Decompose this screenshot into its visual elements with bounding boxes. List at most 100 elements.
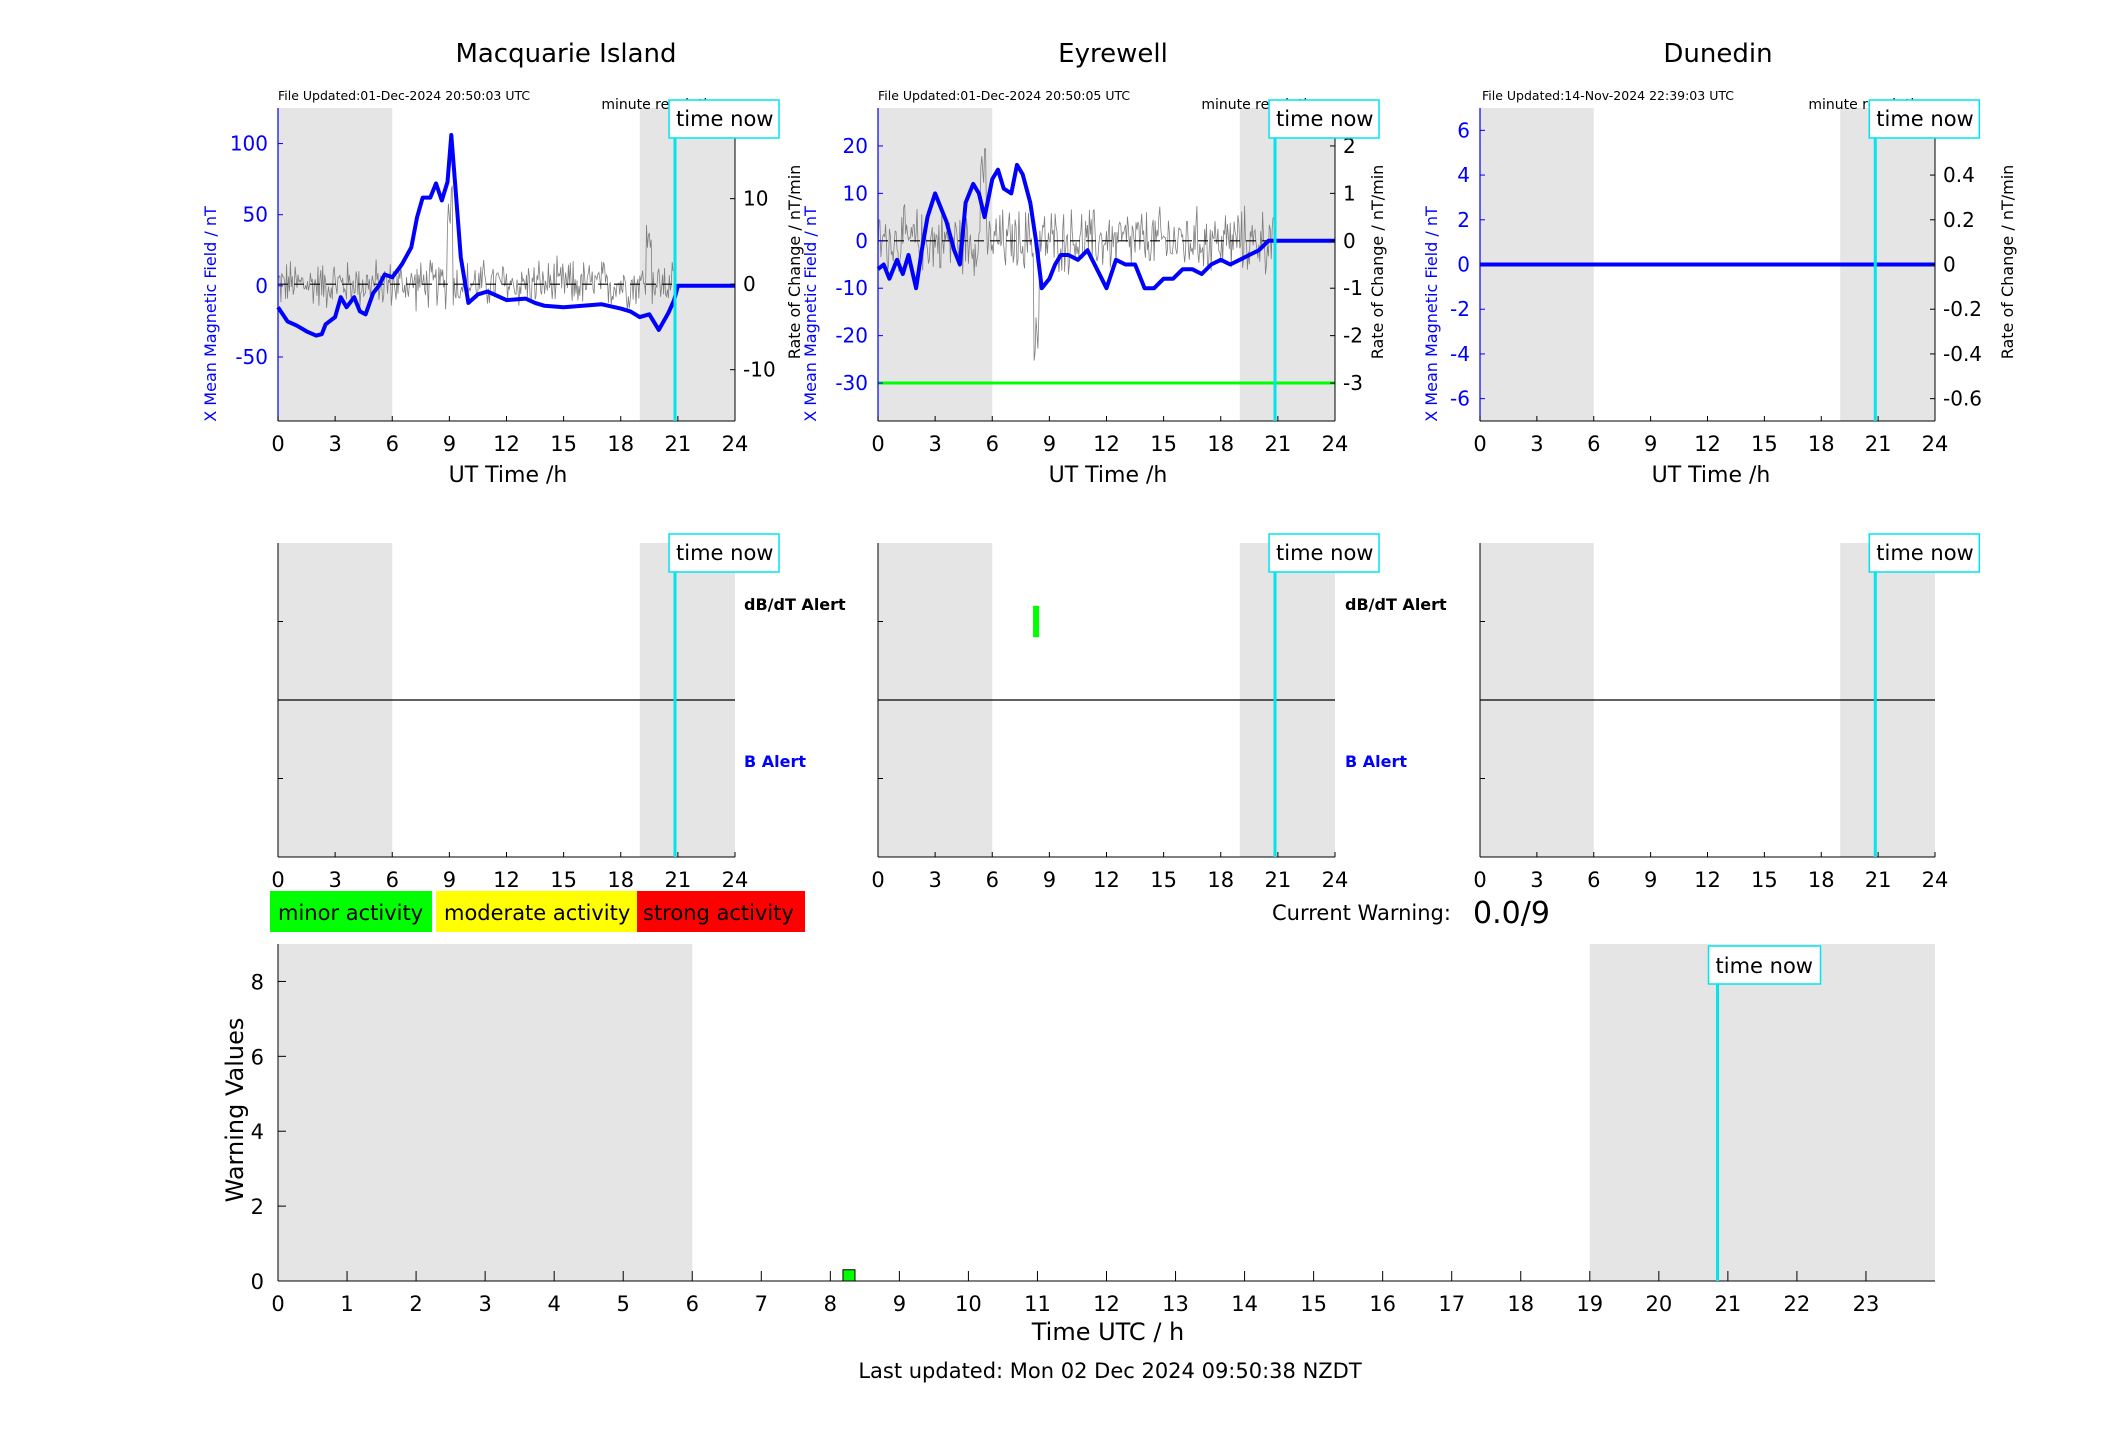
warning-y-tick-label: 6 xyxy=(251,1045,264,1069)
warning-x-tick-label: 19 xyxy=(1576,1292,1603,1316)
dunedin-y-right-tick-label: 0.4 xyxy=(1943,163,1975,187)
eyrewell-alert-x-tick-label: 15 xyxy=(1150,868,1177,892)
warning-x-tick-label: 20 xyxy=(1645,1292,1672,1316)
macquarie-file-updated: File Updated:01-Dec-2024 20:50:03 UTC xyxy=(278,88,530,103)
eyrewell-alert-x-tick-label: 9 xyxy=(1043,868,1056,892)
eyrewell-rate-series xyxy=(877,148,1274,361)
warning-x-tick-label: 9 xyxy=(893,1292,906,1316)
eyrewell-alert-x-tick-label: 6 xyxy=(986,868,999,892)
warning-x-tick-label: 21 xyxy=(1715,1292,1742,1316)
macquarie-y-left-tick-label: 0 xyxy=(255,274,268,298)
eyrewell-alert-x-tick-label: 24 xyxy=(1322,868,1349,892)
eyrewell-x-tick-label: 6 xyxy=(986,432,999,456)
macquarie-y-left-tick-label: 100 xyxy=(230,132,268,156)
macquarie-x-tick-label: 18 xyxy=(607,432,634,456)
eyrewell-alert-time-now-box xyxy=(1268,533,1380,573)
warning-x-tick-label: 4 xyxy=(547,1292,560,1316)
eyrewell-y-left-tick-label: 10 xyxy=(843,181,868,205)
dunedin-y-right-tick-label: -0.4 xyxy=(1943,342,1982,366)
eyrewell-y-right-tick-label: 0 xyxy=(1343,229,1356,253)
eyrewell-alert-x-tick-label: 18 xyxy=(1207,868,1234,892)
eyrewell-alert-panel: dB/dT Alert B Alert 0 3 6 9 12 15 18 21 24 time n… xyxy=(871,533,1447,892)
dunedin-y-left-tick-label: 6 xyxy=(1457,118,1470,142)
warning-y-tick-label: 2 xyxy=(251,1195,264,1219)
eyrewell-x-tick-label: 0 xyxy=(871,432,884,456)
macquarie-time-now-label: time now xyxy=(676,107,773,131)
dunedin-alert-x-tick-label: 9 xyxy=(1644,868,1657,892)
dunedin-x-tick-label: 0 xyxy=(1473,432,1486,456)
macquarie-field-series xyxy=(276,133,735,338)
macquarie-alert-x-tick-label: 12 xyxy=(493,868,520,892)
dunedin-x-tick-label: 24 xyxy=(1922,432,1949,456)
macquarie-shade-1 xyxy=(639,108,735,421)
macquarie-shade-0 xyxy=(278,108,393,421)
macquarie-time-now-box xyxy=(668,99,780,139)
warning-x-tick-label: 18 xyxy=(1507,1292,1534,1316)
dunedin-alert-x-tick-label: 15 xyxy=(1751,868,1778,892)
warning-x-tick-label: 22 xyxy=(1784,1292,1811,1316)
legend-strong-label: strong activity xyxy=(643,901,794,925)
dunedin-time-now-label: time now xyxy=(1876,107,1973,131)
macquarie-x-tick-label: 0 xyxy=(271,432,284,456)
dunedin-y-right-label: Rate of Change / nT/min xyxy=(1998,165,2017,360)
eyrewell-dbdt-alert-label: dB/dT Alert xyxy=(1345,595,1447,614)
warning-y-label: Warning Values xyxy=(221,1018,249,1203)
dunedin-x-tick-label: 12 xyxy=(1694,432,1721,456)
eyrewell-y-right-tick-label: -3 xyxy=(1343,371,1363,395)
legend-moderate-swatch xyxy=(436,891,637,932)
macquarie-x-tick-label: 15 xyxy=(550,432,577,456)
warning-x-tick-label: 16 xyxy=(1369,1292,1396,1316)
eyrewell-y-left-tick-label: -20 xyxy=(835,324,868,348)
eyrewell-y-left-tick-label: 0 xyxy=(855,229,868,253)
eyrewell-plot-area xyxy=(878,108,1335,421)
dunedin-y-right-tick-label: 0 xyxy=(1943,253,1956,277)
warning-y-tick-label: 8 xyxy=(251,970,264,994)
dunedin-y-left-tick-label: -4 xyxy=(1450,342,1470,366)
macquarie-alert-panel: dB/dT Alert B Alert 0 3 6 9 12 15 18 21 24 time n… xyxy=(271,533,846,892)
macquarie-alert-x-tick-label: 24 xyxy=(722,868,749,892)
eyrewell-time-now-label: time now xyxy=(1276,107,1373,131)
warning-panel: Warning Values Time UTC / h 0 1 2 3 4 5 6 7 8 9 10… xyxy=(221,944,1935,1346)
legend-moderate-label: moderate activity xyxy=(444,901,630,925)
eyrewell-field-panel: Eyrewell File Updated:01-Dec-2024 20:50:… xyxy=(785,39,1380,488)
dunedin-alert-x-tick-label: 0 xyxy=(1473,868,1486,892)
macquarie-x-tick-label: 24 xyxy=(722,432,749,456)
warning-time-now-box xyxy=(1707,945,1822,985)
warning-x-tick-label: 6 xyxy=(686,1292,699,1316)
macquarie-x-label: UT Time /h xyxy=(449,463,568,488)
dunedin-alert-x-tick-label: 18 xyxy=(1808,868,1835,892)
legend-strong-swatch xyxy=(637,891,805,932)
macquarie-y-right-tick-label: -10 xyxy=(743,358,776,382)
eyrewell-alert-x-tick-label: 3 xyxy=(928,868,941,892)
eyrewell-b-alert-label: B Alert xyxy=(1345,752,1407,771)
dunedin-x-tick-label: 9 xyxy=(1644,432,1657,456)
dunedin-alert-x-tick-label: 6 xyxy=(1587,868,1600,892)
dunedin-file-updated: File Updated:14-Nov-2024 22:39:03 UTC xyxy=(1482,88,1734,103)
macquarie-y-left-tick-label: 50 xyxy=(243,203,268,227)
legend-minor-swatch xyxy=(270,891,432,932)
eyrewell-alert-time-now-label: time now xyxy=(1276,541,1373,565)
eyrewell-x-label: UT Time /h xyxy=(1049,463,1168,488)
dunedin-alert-x-tick-label: 12 xyxy=(1694,868,1721,892)
macquarie-alert-time-now-label: time now xyxy=(676,541,773,565)
dunedin-y-right-label-left: Rate of Change / nT/min xyxy=(1368,165,1387,360)
warning-bar xyxy=(842,1269,856,1282)
warning-x-tick-label: 5 xyxy=(617,1292,630,1316)
warning-x-tick-label: 10 xyxy=(955,1292,982,1316)
dunedin-alert-x-tick-label: 3 xyxy=(1530,868,1543,892)
dunedin-x-tick-label: 18 xyxy=(1808,432,1835,456)
activity-legend: minor activity moderate activity strong … xyxy=(270,891,805,932)
eyrewell-y-right-label-left: Rate of Change / nT/min xyxy=(785,165,804,360)
eyrewell-alert-x-tick-label: 21 xyxy=(1265,868,1292,892)
eyrewell-alert-x-tick-label: 0 xyxy=(871,868,884,892)
macquarie-rate-series xyxy=(277,185,674,312)
dunedin-y-left-tick-label: -2 xyxy=(1450,297,1470,321)
dunedin-x-tick-label: 6 xyxy=(1587,432,1600,456)
warning-x-tick-label: 23 xyxy=(1853,1292,1880,1316)
macquarie-y-right-tick-label: 0 xyxy=(743,272,756,296)
macquarie-alert-x-tick-label: 21 xyxy=(665,868,692,892)
macquarie-y-right-tick-label: 10 xyxy=(743,187,768,211)
warning-x-tick-label: 15 xyxy=(1300,1292,1327,1316)
macquarie-x-tick-label: 9 xyxy=(443,432,456,456)
